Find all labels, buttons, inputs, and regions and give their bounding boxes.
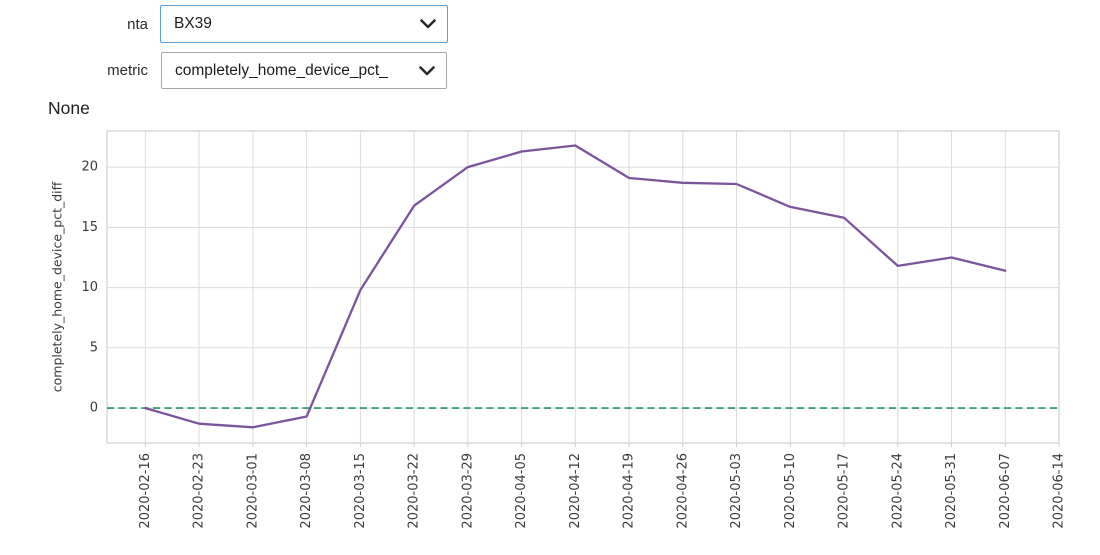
y-tick-label: 15	[81, 220, 98, 235]
chevron-down-icon	[419, 65, 435, 76]
x-tick-label: 2020-05-24	[890, 453, 905, 529]
metric-dropdown[interactable]: completely_home_device_pct_	[161, 52, 447, 89]
x-tick-label: 2020-05-31	[944, 453, 959, 529]
output-none-text: None	[48, 98, 90, 118]
y-axis-label: completely_home_device_pct_diff	[49, 181, 65, 393]
x-tick-label: 2020-05-03	[729, 453, 744, 529]
x-tick-label: 2020-03-22	[407, 453, 422, 529]
y-tick-label: 0	[90, 401, 98, 416]
metric-dropdown-value: completely_home_device_pct_	[175, 61, 388, 79]
nta-label: nta	[127, 16, 148, 33]
y-tick-label: 5	[90, 340, 98, 355]
x-tick-label: 2020-05-17	[837, 453, 852, 529]
x-tick-label: 2020-04-26	[675, 453, 690, 529]
x-tick-label: 2020-02-16	[138, 453, 153, 529]
x-tick-label: 2020-06-07	[998, 453, 1013, 529]
x-tick-label: 2020-03-29	[460, 453, 475, 529]
plot-frame	[106, 130, 1060, 444]
x-tick-label: 2020-02-23	[192, 453, 207, 529]
chevron-down-icon	[420, 19, 436, 29]
x-tick-label: 2020-03-01	[245, 453, 260, 529]
nta-dropdown[interactable]: BX39	[160, 5, 448, 43]
nta-dropdown-value: BX39	[174, 15, 212, 32]
x-tick-label: 2020-04-05	[514, 453, 529, 529]
x-tick-label: 2020-03-15	[353, 453, 368, 529]
y-tick-label: 20	[81, 160, 98, 175]
x-tick-label: 2020-04-12	[568, 453, 583, 529]
series-line	[144, 144, 1007, 429]
x-tick-label: 2020-04-19	[622, 453, 637, 529]
x-tick-label: 2020-06-14	[1052, 453, 1067, 529]
y-tick-label: 10	[81, 280, 98, 295]
metric-label: metric	[107, 62, 148, 79]
x-tick-label: 2020-03-08	[299, 453, 314, 529]
x-tick-label: 2020-05-10	[783, 453, 798, 529]
